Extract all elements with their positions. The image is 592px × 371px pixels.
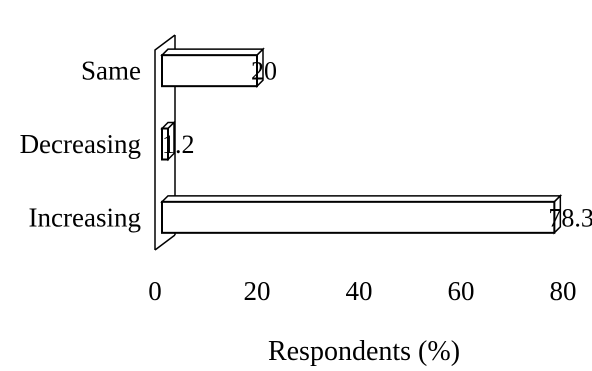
x-axis-title: Respondents (%) <box>268 336 460 367</box>
data-label-increasing: 78.3 <box>548 203 592 232</box>
bar-front-face <box>161 54 258 88</box>
bar-decreasing: 1.2 <box>160 120 195 162</box>
bar-front-face <box>161 200 556 234</box>
x-tick-label: 20 <box>244 276 271 306</box>
x-tick-label: 60 <box>448 276 475 306</box>
bars-group: 20 1.2 78.3 <box>160 47 592 235</box>
x-tick-label: 0 <box>148 276 162 306</box>
data-label-decreasing: 1.2 <box>162 130 195 159</box>
bar-front-face <box>161 127 169 161</box>
category-label-increasing: Increasing <box>29 202 141 232</box>
chart-back-wall <box>154 34 176 250</box>
category-label-same: Same <box>81 56 141 86</box>
chart-floor-edge <box>154 234 176 251</box>
x-tick-labels: 0 20 40 60 80 <box>148 276 576 306</box>
category-labels: Same Decreasing Increasing <box>20 56 141 233</box>
x-tick-label: 80 <box>550 276 577 306</box>
bar-increasing: 78.3 <box>160 194 592 235</box>
data-label-same: 20 <box>251 57 277 86</box>
bar-same: 20 <box>160 47 277 88</box>
category-label-decreasing: Decreasing <box>20 129 141 159</box>
x-tick-label: 40 <box>346 276 373 306</box>
